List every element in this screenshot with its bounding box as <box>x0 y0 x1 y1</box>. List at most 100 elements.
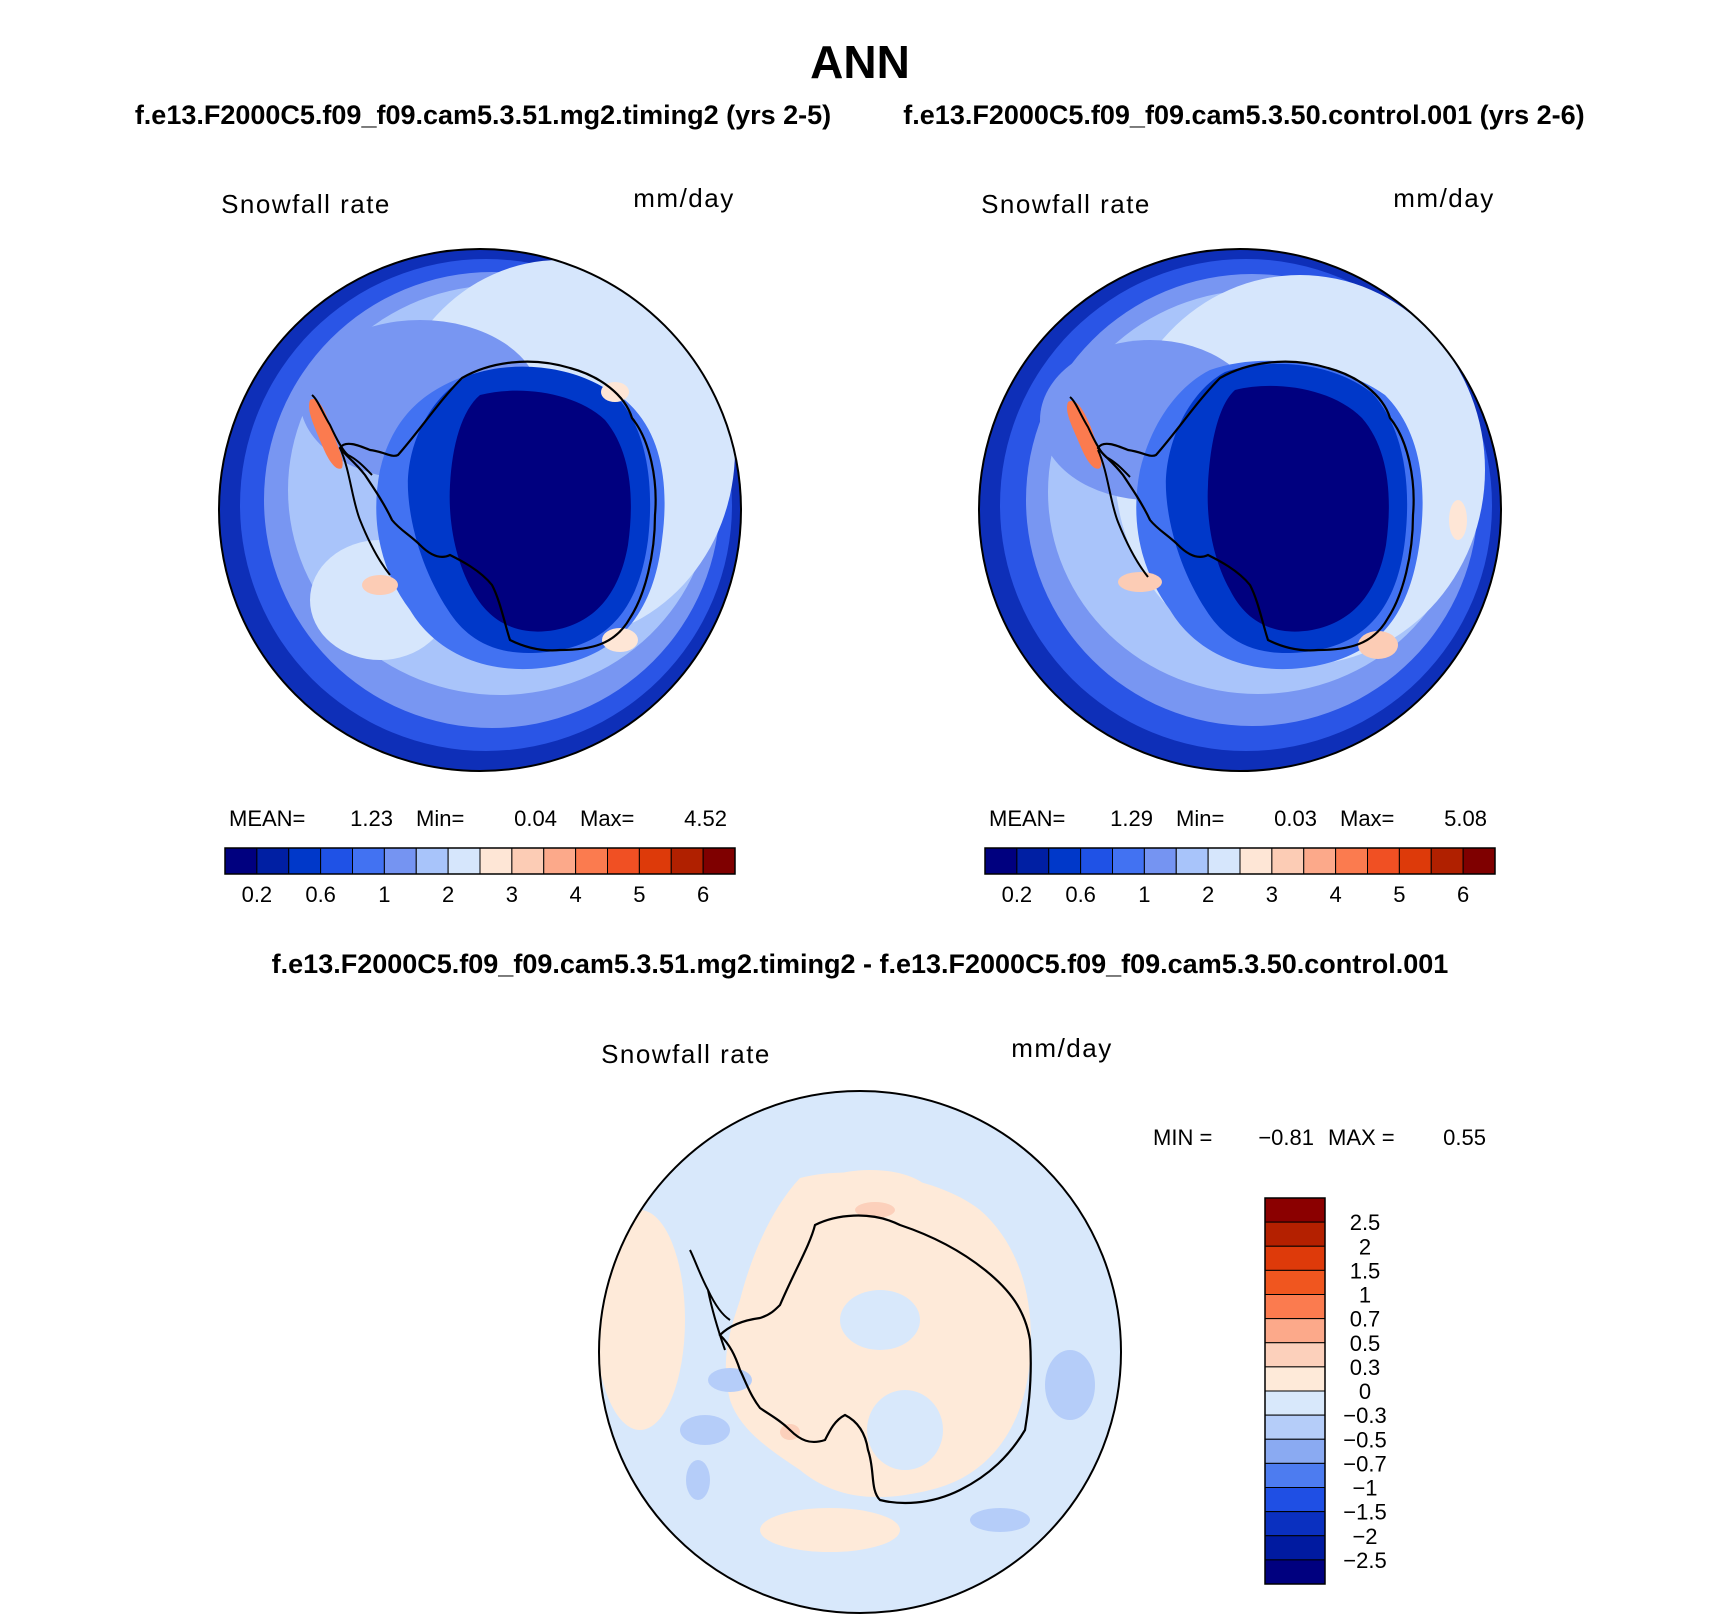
panel1-colorbar-box <box>607 847 640 875</box>
map2-patch-c <box>1118 572 1162 592</box>
panel1-colorbar: 0.2 0.6 1 2 3 4 5 6 <box>224 847 736 907</box>
panel1-colorbar-box <box>320 847 353 875</box>
panel1-colorbar-box <box>415 847 449 875</box>
panel1-colorbar-box <box>256 847 290 875</box>
panel1-colorbar-tick: 3 <box>506 882 518 907</box>
panel1-min-value: 0.04 <box>514 806 557 831</box>
map3-inland-blue-a <box>840 1290 920 1350</box>
panel2-colorbar-box <box>984 847 1018 875</box>
map2-antarctica-core <box>1207 385 1389 632</box>
panel2-colorbar-box <box>1016 847 1050 875</box>
map3-blue-patch-d <box>970 1508 1030 1532</box>
panel3-colorbar-tick: −0.5 <box>1343 1427 1386 1452</box>
map3-inland-blue-b <box>867 1390 943 1470</box>
panel3-min-label: MIN = <box>1153 1125 1212 1150</box>
panel1-colorbar-box <box>224 847 258 875</box>
panel1-colorbar-box <box>383 847 417 875</box>
panel3-colorbar-tick: −2 <box>1352 1524 1377 1549</box>
panel1-min-label: Min= <box>416 806 464 831</box>
panel2-colorbar-box <box>1143 847 1177 875</box>
panel2-colorbar-box <box>1080 847 1113 875</box>
map3-peach-south <box>760 1508 900 1552</box>
map-panel-2 <box>978 248 1502 772</box>
map3-blue-patch-b <box>680 1415 730 1445</box>
panel3-colorbar-box <box>1264 1438 1326 1464</box>
panel3-colorbar-box <box>1264 1511 1326 1537</box>
panel3-colorbar-box <box>1264 1559 1326 1585</box>
subtitle-right: f.e13.F2000C5.f09_f09.cam5.3.50.control.… <box>903 100 1584 130</box>
panel1-colorbar-box <box>352 847 385 875</box>
panel3-colorbar-box <box>1264 1390 1326 1416</box>
panel3-colorbar-box <box>1264 1294 1326 1320</box>
panel2-colorbar-box <box>1303 847 1337 875</box>
panel2-colorbar-box <box>1239 847 1273 875</box>
panel3-colorbar-tick: 0.5 <box>1350 1331 1381 1356</box>
panel3-stats: MIN = −0.81 MAX = 0.55 <box>1153 1125 1486 1150</box>
panel1-max-label: Max= <box>580 806 634 831</box>
panel1-colorbar-tick: 4 <box>570 882 582 907</box>
panel2-colorbar-box <box>1367 847 1400 875</box>
panel1-colorbar-box <box>702 847 736 875</box>
map3-peninsula-coast <box>689 1249 731 1351</box>
map-panel-1 <box>218 248 742 772</box>
panel1-colorbar-tick: 0.2 <box>242 882 273 907</box>
panel1-colorbar-tick: 2 <box>442 882 454 907</box>
map3-border <box>598 1090 1122 1614</box>
panel2-stats: MEAN= 1.29 Min= 0.03 Max= 5.08 <box>989 806 1487 831</box>
panel3-colorbar-box <box>1264 1197 1326 1223</box>
panel3-max-value: 0.55 <box>1443 1125 1486 1150</box>
panel3-colorbar-tick: 0.7 <box>1350 1307 1381 1332</box>
panel2-colorbar-box <box>1175 847 1209 875</box>
panel1-colorbar-tick: 0.6 <box>305 882 336 907</box>
panel3-colorbar-box <box>1264 1487 1326 1513</box>
map1-patch-c <box>362 575 398 595</box>
panel3-colorbar-tick: 0 <box>1359 1379 1371 1404</box>
panel3-colorbar: 2.521.510.70.50.30−0.3−0.5−0.7−1−1.5−2−2… <box>1264 1197 1387 1585</box>
panel3-max-label: MAX = <box>1328 1125 1395 1150</box>
panel3-colorbar-tick: 2 <box>1359 1234 1371 1259</box>
panel3-colorbar-tick: 1.5 <box>1350 1258 1381 1283</box>
map3-peach-west <box>599 1210 685 1430</box>
panel2-colorbar-tick: 0.2 <box>1002 882 1033 907</box>
panel2-colorbar-box <box>1335 847 1368 875</box>
panel2-units: mm/day <box>1393 183 1494 213</box>
map1-border <box>218 248 742 772</box>
panel3-colorbar-tick: −2.5 <box>1343 1548 1386 1573</box>
panel2-colorbar-tick: 4 <box>1330 882 1342 907</box>
panel2-colorbar-tick: 3 <box>1266 882 1278 907</box>
panel3-colorbar-box <box>1264 1535 1326 1561</box>
panel3-colorbar-box <box>1264 1221 1326 1247</box>
panel3-variable: Snowfall rate <box>601 1039 771 1069</box>
panel2-colorbar-tick: 2 <box>1202 882 1214 907</box>
panel2-colorbar-box <box>1462 847 1496 875</box>
map3-red-patch-a <box>855 1202 895 1218</box>
panel3-colorbar-box <box>1264 1462 1326 1488</box>
map2-peninsula-coast <box>1069 396 1149 578</box>
panel3-colorbar-box <box>1264 1342 1326 1368</box>
map3-red-patch-b <box>780 1424 800 1440</box>
panel1-colorbar-box <box>575 847 608 875</box>
panel3-min-value: −0.81 <box>1258 1125 1314 1150</box>
map2-peninsula-red <box>1067 400 1102 469</box>
map3-peach-north <box>810 1170 930 1220</box>
panel1-mean-value: 1.23 <box>350 806 393 831</box>
panel1-colorbar-box <box>511 847 545 875</box>
subtitle-left: f.e13.F2000C5.f09_f09.cam5.3.51.mg2.timi… <box>135 100 831 130</box>
map3-blue-patch-a <box>1045 1350 1095 1420</box>
panel2-colorbar-box <box>1398 847 1432 875</box>
panel1-colorbar-box <box>543 847 577 875</box>
diff-title: f.e13.F2000C5.f09_f09.cam5.3.51.mg2.timi… <box>272 949 1449 979</box>
panel1-colorbar-tick: 1 <box>378 882 390 907</box>
panel2-max-value: 5.08 <box>1444 806 1487 831</box>
map3-coastline <box>718 1214 1032 1505</box>
panel2-min-label: Min= <box>1176 806 1224 831</box>
map3-blue-patch-c <box>686 1460 710 1500</box>
panel2-colorbar-box <box>1207 847 1241 875</box>
panel2-colorbar-tick: 6 <box>1457 882 1469 907</box>
map2-coastline <box>1096 360 1415 652</box>
panel3-colorbar-tick: −0.7 <box>1343 1451 1386 1476</box>
main-title: ANN <box>810 36 910 88</box>
panel3-colorbar-box <box>1264 1269 1326 1295</box>
panel1-colorbar-box <box>638 847 672 875</box>
